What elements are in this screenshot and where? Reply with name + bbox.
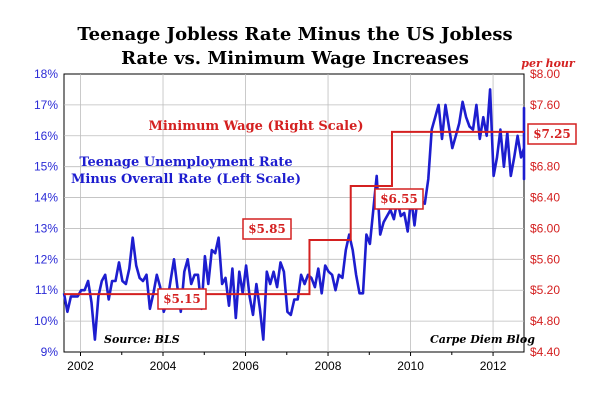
wage-series-annotation: Minimum Wage (Right Scale): [148, 119, 363, 134]
wage-label-box: [527, 123, 577, 145]
right-tick-label: $7.60: [530, 98, 560, 112]
right-axis: $4.40$4.80$5.20$5.60$6.00$6.40$6.80$7.20…: [530, 67, 560, 359]
left-tick-label: 14%: [34, 191, 58, 205]
right-tick-label: $5.60: [530, 252, 560, 266]
right-tick-label: $8.00: [530, 67, 560, 81]
left-tick-label: 11%: [35, 283, 58, 297]
chart-subtitle: Rate vs. Minimum Wage Increases: [121, 48, 469, 69]
wage-label: $7.25: [533, 127, 571, 141]
chart-title: Teenage Jobless Rate Minus the US Jobles…: [77, 24, 512, 45]
wage-label: $5.15: [163, 292, 201, 306]
right-tick-label: $6.80: [530, 160, 560, 174]
left-tick-label: 9%: [41, 345, 59, 359]
wage-label-box: [242, 218, 292, 240]
gap-series-annotation-line1: Teenage Unemployment Rate: [79, 155, 292, 170]
left-tick-label: 18%: [34, 67, 58, 81]
left-axis: 9% 10% 11% 12% 13% 14% 15% 16% 17% 18%: [34, 67, 58, 359]
left-tick-label: 12%: [34, 252, 58, 266]
left-tick-label: 13%: [34, 221, 58, 235]
right-tick-label: $4.80: [530, 314, 560, 328]
x-tick-label: 2012: [480, 359, 507, 373]
right-tick-label: $4.40: [530, 345, 560, 359]
credit-note: Carpe Diem Blog: [430, 333, 535, 346]
wage-label-box: [157, 288, 207, 310]
source-note: Source: BLS: [104, 333, 180, 346]
x-tick-label: 2010: [397, 359, 424, 373]
x-tick-label: 2004: [150, 359, 177, 373]
x-axis: 2002 2004 2006 2008 2010 2012: [67, 352, 507, 373]
left-tick-label: 17%: [34, 98, 58, 112]
left-tick-label: 16%: [34, 129, 58, 143]
series-minimum-wage-line: [64, 130, 524, 296]
grid: [64, 74, 524, 352]
wage-label-box: [374, 188, 424, 210]
wage-label: $6.55: [380, 192, 418, 206]
right-tick-label: $5.20: [530, 283, 560, 297]
series-teen-minus-overall-line: [62, 88, 526, 341]
left-tick-label: 10%: [34, 314, 58, 328]
x-tick-label: 2008: [315, 359, 342, 373]
x-tick-label: 2002: [67, 359, 94, 373]
right-tick-label: $6.40: [530, 191, 560, 205]
wage-labels-layer: $5.15 $5.85 $6.55 $7.25: [157, 123, 577, 310]
plot-area: [63, 73, 525, 353]
gap-series-annotation-line2: Minus Overall Rate (Left Scale): [71, 172, 301, 187]
series-gap-layer: [62, 88, 526, 341]
series-wage-layer: [64, 130, 524, 296]
x-tick-label: 2006: [232, 359, 259, 373]
wage-label: $5.85: [248, 222, 286, 236]
left-tick-label: 15%: [34, 160, 58, 174]
right-axis-unit: per hour: [521, 57, 576, 70]
right-tick-label: $6.00: [530, 221, 560, 235]
